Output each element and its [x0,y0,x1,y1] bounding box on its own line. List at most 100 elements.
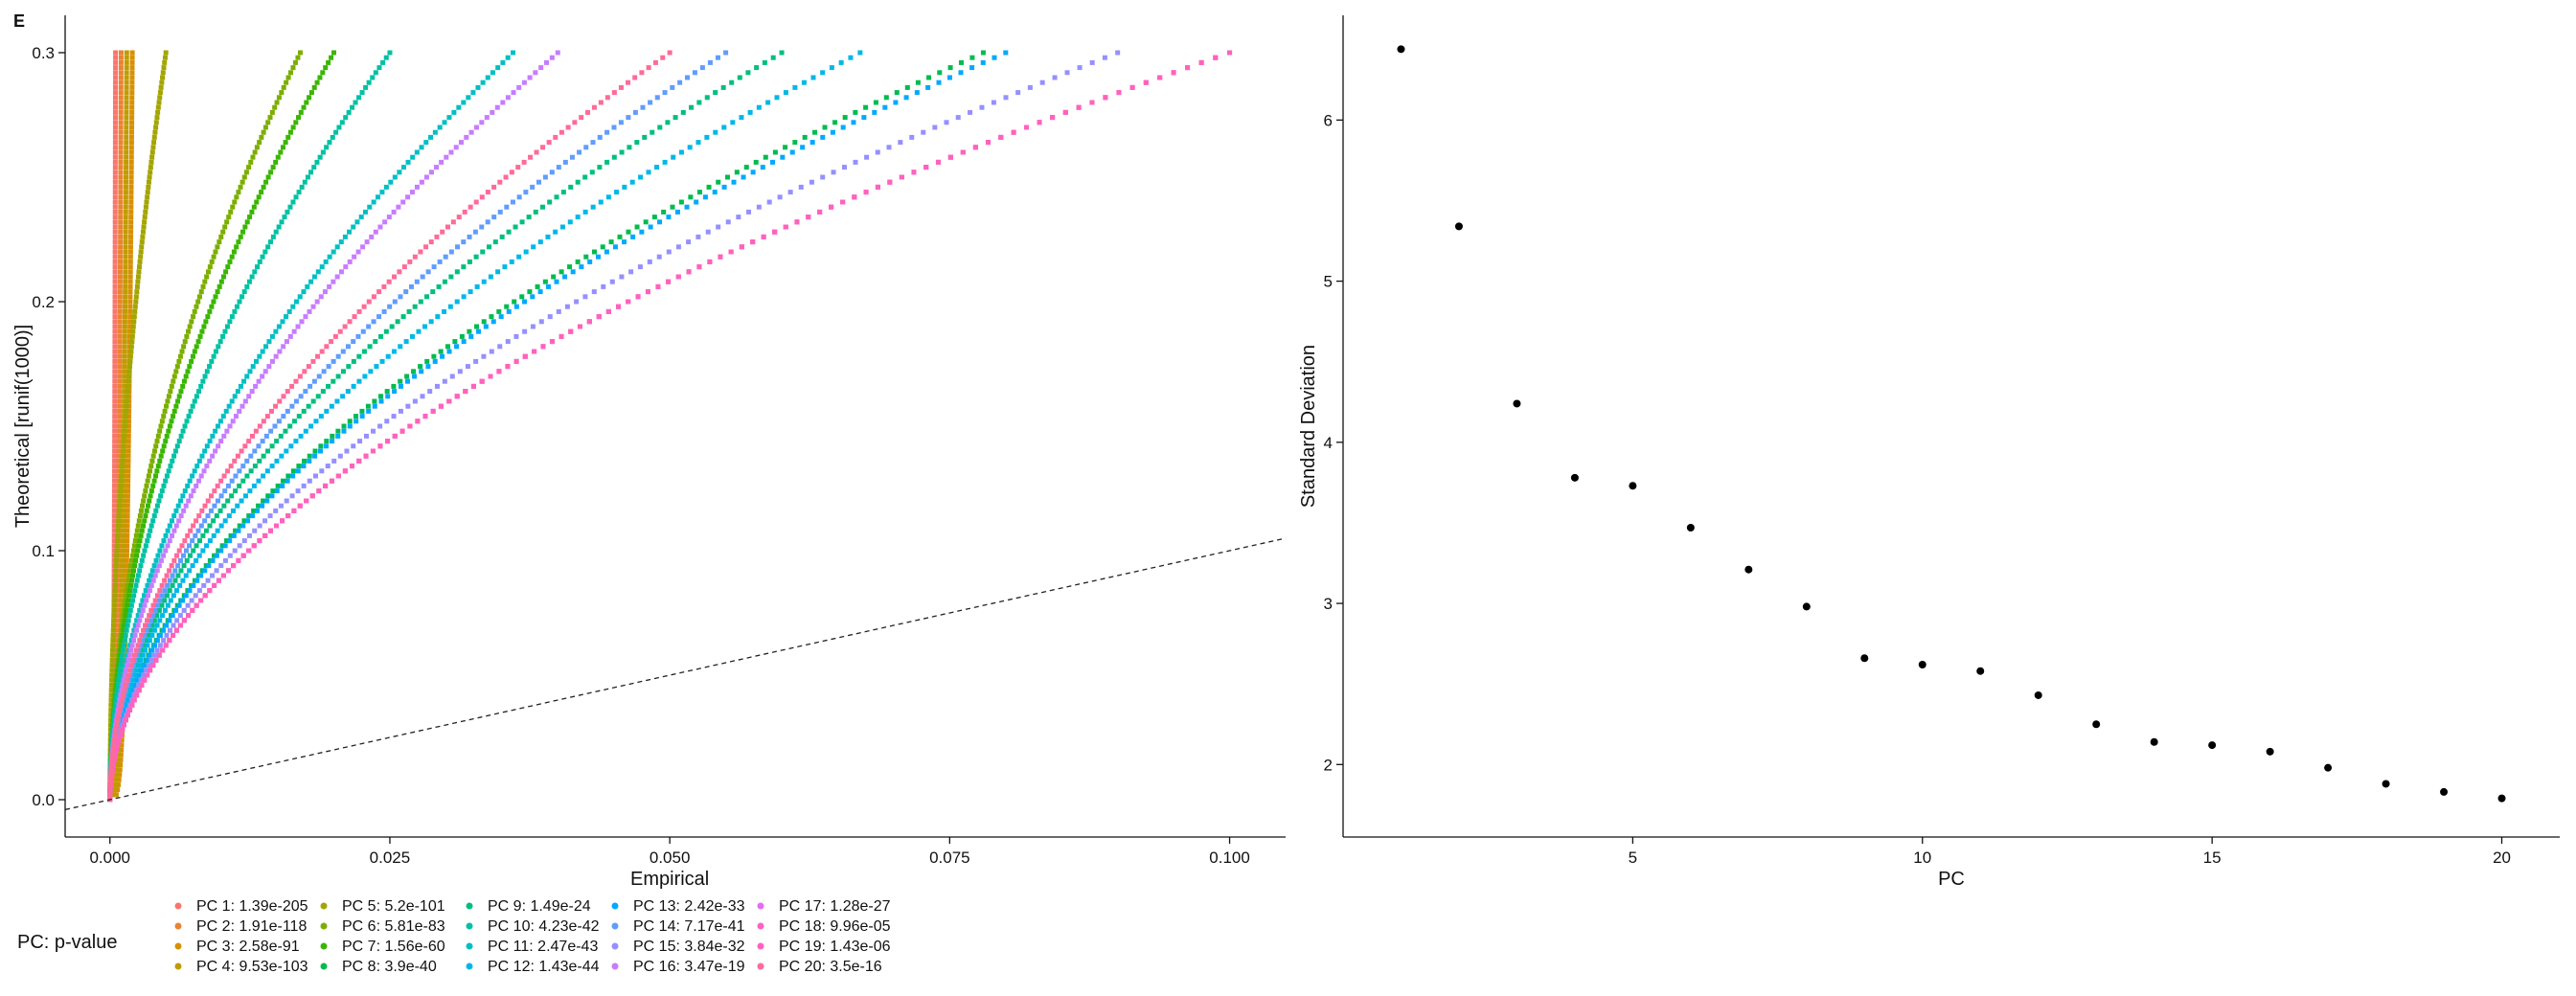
x-tick-label: 0.025 [370,849,411,867]
data-point [820,70,826,76]
data-point [829,65,834,71]
data-point [186,328,192,334]
data-point [236,190,241,195]
data-point [112,752,118,758]
data-point [167,523,172,529]
data-point [126,374,132,379]
data-point [131,314,137,320]
data-point [335,428,341,434]
data-point [591,289,597,295]
data-point [289,403,295,409]
data-point [121,498,126,504]
data-point [596,314,602,320]
data-point [160,613,166,619]
data-point [143,513,148,519]
data-point [347,229,353,235]
data-point [134,627,140,633]
data-point [113,79,119,85]
data-point [569,154,575,160]
series-pc-20 [107,50,672,803]
data-point [128,170,134,175]
data-point [430,289,436,295]
data-point [695,140,701,146]
data-point [208,508,214,513]
data-point [205,314,211,320]
data-point [800,145,806,150]
data-point [125,663,130,668]
data-point [121,488,126,494]
data-point [117,767,123,773]
data-point [211,353,217,359]
data-point [540,145,546,150]
data-point [182,423,188,429]
data-point [113,84,119,90]
data-point [112,124,118,130]
data-point [112,269,118,275]
data-point [163,439,169,444]
data-point [123,598,128,603]
data-point [112,792,118,798]
data-point [120,453,125,459]
data-point [112,229,118,235]
data-point [127,274,133,280]
data-point [156,607,162,613]
data-point [333,129,339,135]
data-point [121,443,126,449]
data-point [254,145,260,150]
data-point [208,493,214,499]
data-point [120,573,125,578]
data-point [376,289,382,295]
data-point [456,215,462,220]
data-point [186,498,192,504]
data-point [123,179,128,185]
data-point [130,677,136,683]
data-point [124,140,129,146]
data-point [434,234,440,239]
data-point [313,419,319,424]
data-point [694,199,699,205]
elbow-point [1454,222,1463,231]
data-point [199,508,205,513]
data-point [209,304,215,309]
data-point [177,353,183,359]
data-point [193,593,198,599]
data-point [190,607,195,613]
data-point [266,364,272,370]
data-point [149,154,155,160]
data-point [372,403,377,409]
data-point [109,663,115,668]
data-point [318,414,324,419]
data-point [745,70,751,76]
data-point [119,598,125,603]
data-point [361,304,367,309]
data-point [686,269,692,275]
data-point [167,618,172,623]
data-point [150,613,156,619]
legend-key [320,902,328,910]
data-point [120,582,125,588]
data-point [371,199,376,205]
data-point [132,682,138,688]
data-point [278,503,284,509]
data-point [404,374,410,379]
data-point [236,557,241,563]
data-point [295,55,301,60]
data-point [130,657,136,663]
data-point [257,353,262,359]
data-point [112,159,118,165]
data-point [450,219,456,225]
data-point [345,389,351,395]
data-point [124,573,129,578]
data-point [125,478,131,484]
legend-label: PC 14: 7.17e-41 [633,918,745,935]
data-point [545,234,551,239]
data-point [315,269,321,275]
data-point [226,215,232,220]
data-point [117,493,123,499]
data-point [117,269,123,275]
data-point [200,378,206,384]
data-point [122,389,127,395]
data-point [596,254,602,260]
data-point [215,289,220,295]
data-point [509,170,514,175]
